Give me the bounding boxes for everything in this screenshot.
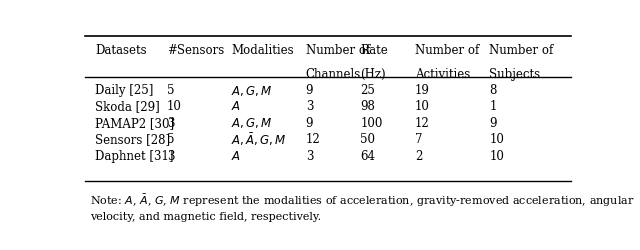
Text: 12: 12 xyxy=(306,133,321,146)
Text: 10: 10 xyxy=(415,100,429,114)
Text: 3: 3 xyxy=(167,117,174,130)
Text: Rate: Rate xyxy=(360,44,388,58)
Text: Subjects: Subjects xyxy=(489,68,540,80)
Text: 5: 5 xyxy=(167,133,174,146)
Text: (Hz): (Hz) xyxy=(360,68,386,80)
Text: 1: 1 xyxy=(489,100,497,114)
Text: 3: 3 xyxy=(167,150,174,162)
Text: 98: 98 xyxy=(360,100,375,114)
Text: $\mathit{A}$: $\mathit{A}$ xyxy=(231,100,241,114)
Text: 8: 8 xyxy=(489,84,497,97)
Text: $\mathit{A}, \bar{\mathit{A}}, \mathit{G, M}$: $\mathit{A}, \bar{\mathit{A}}, \mathit{G… xyxy=(231,132,287,148)
Text: 9: 9 xyxy=(489,117,497,130)
Text: 2: 2 xyxy=(415,150,422,162)
Text: #Sensors: #Sensors xyxy=(167,44,224,58)
Text: $\mathit{A}$: $\mathit{A}$ xyxy=(231,150,241,162)
Text: Activities: Activities xyxy=(415,68,470,80)
Text: Skoda [29]: Skoda [29] xyxy=(95,100,159,114)
Text: 50: 50 xyxy=(360,133,375,146)
Text: 5: 5 xyxy=(167,84,174,97)
Text: PAMAP2 [30]: PAMAP2 [30] xyxy=(95,117,174,130)
Text: 25: 25 xyxy=(360,84,375,97)
Text: 3: 3 xyxy=(306,100,313,114)
Text: Sensors [28]: Sensors [28] xyxy=(95,133,170,146)
Text: 64: 64 xyxy=(360,150,375,162)
Text: Modalities: Modalities xyxy=(231,44,294,58)
Text: Note: $\mathit{A}$, $\bar{\mathit{A}}$, $\mathit{G}$, $\mathit{M}$ represent the: Note: $\mathit{A}$, $\bar{\mathit{A}}$, … xyxy=(90,193,634,209)
Text: 10: 10 xyxy=(489,133,504,146)
Text: 9: 9 xyxy=(306,117,313,130)
Text: velocity, and magnetic field, respectively.: velocity, and magnetic field, respective… xyxy=(90,212,321,222)
Text: Daphnet [31]: Daphnet [31] xyxy=(95,150,173,162)
Text: Number of: Number of xyxy=(306,44,370,58)
Text: Datasets: Datasets xyxy=(95,44,147,58)
Text: $\mathit{A, G, M}$: $\mathit{A, G, M}$ xyxy=(231,84,273,98)
Text: Channels: Channels xyxy=(306,68,361,80)
Text: 7: 7 xyxy=(415,133,422,146)
Text: 100: 100 xyxy=(360,117,383,130)
Text: Daily [25]: Daily [25] xyxy=(95,84,153,97)
Text: $\mathit{A, G, M}$: $\mathit{A, G, M}$ xyxy=(231,116,273,130)
Text: 10: 10 xyxy=(167,100,182,114)
Text: 3: 3 xyxy=(306,150,313,162)
Text: 19: 19 xyxy=(415,84,429,97)
Text: 10: 10 xyxy=(489,150,504,162)
Text: 12: 12 xyxy=(415,117,429,130)
Text: Number of: Number of xyxy=(415,44,479,58)
Text: 9: 9 xyxy=(306,84,313,97)
Text: Number of: Number of xyxy=(489,44,554,58)
